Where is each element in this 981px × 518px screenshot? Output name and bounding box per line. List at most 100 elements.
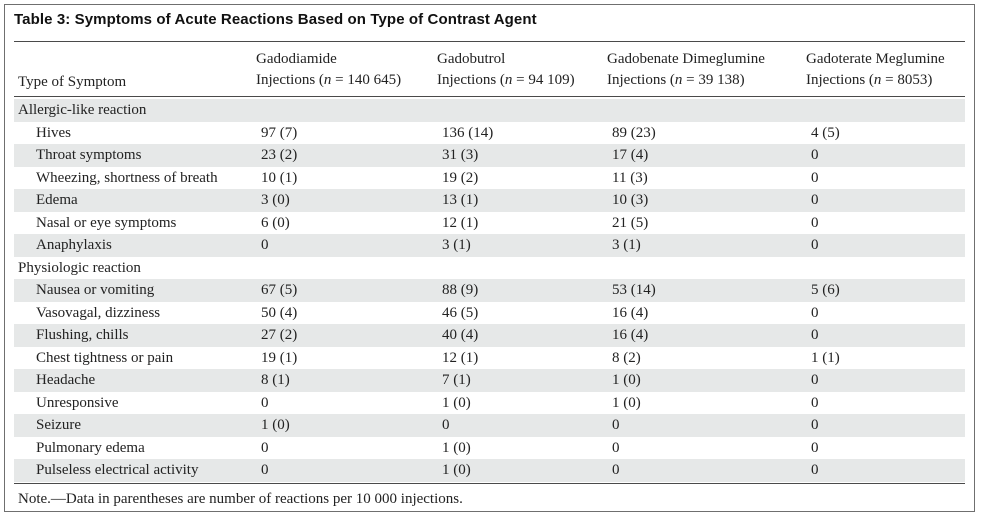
column-header-count: Injections (n = 8053)	[806, 72, 933, 88]
value-cell: 1 (0)	[442, 394, 471, 411]
table-row: Wheezing, shortness of breath 10 (1) 19 (2…	[14, 167, 965, 190]
symptom-label: Hives	[36, 124, 71, 141]
value-cell: 19 (1)	[261, 349, 298, 366]
column-header-gadodiamide: Gadodiamide Injections (n = 140 645)	[256, 49, 401, 91]
value-cell: 7 (1)	[442, 372, 471, 388]
value-cell: 136 (14)	[442, 124, 494, 141]
table-frame: Table 3: Symptoms of Acute Reactions Bas…	[4, 4, 975, 512]
table-row: Nasal or eye symptoms 6 (0) 12 (1) 21 (5) 0	[14, 212, 965, 235]
value-cell: 3 (1)	[442, 237, 471, 253]
value-cell: 0	[811, 214, 819, 231]
table-row: Anaphylaxis 0 3 (1) 3 (1) 0	[14, 234, 965, 257]
section-row: Physiologic reaction	[14, 257, 965, 280]
column-header-gadobenate: Gadobenate Dimeglumine Injections (n = 3…	[607, 49, 765, 91]
value-cell: 3 (1)	[612, 237, 641, 253]
symptom-label: Flushing, chills	[36, 327, 129, 343]
table-row: Pulseless electrical activity 0 1 (0) 0 0	[14, 459, 965, 482]
value-cell: 21 (5)	[612, 214, 649, 231]
symptom-label: Unresponsive	[36, 394, 119, 411]
column-header-name: Gadodiamide	[256, 51, 337, 67]
table-body: Allergic-like reaction Hives 97 (7) 136 (14…	[14, 99, 965, 482]
symptom-label: Edema	[36, 192, 78, 208]
value-cell: 0	[612, 462, 620, 478]
value-cell: 3 (0)	[261, 192, 290, 208]
column-header-gadoterate: Gadoterate Meglumine Injections (n = 805…	[806, 49, 945, 91]
table-row: Throat symptoms 23 (2) 31 (3) 17 (4) 0	[14, 144, 965, 167]
symptom-label: Nausea or vomiting	[36, 282, 155, 298]
table-note: Note.—Data in parentheses are number of …	[18, 491, 463, 507]
column-header-gadobutrol: Gadobutrol Injections (n = 94 109)	[437, 49, 575, 91]
value-cell: 4 (5)	[811, 124, 840, 141]
value-cell: 6 (0)	[261, 214, 290, 231]
value-cell: 5 (6)	[811, 282, 840, 298]
value-cell: 1 (0)	[612, 372, 641, 388]
symptom-label: Vasovagal, dizziness	[36, 304, 161, 321]
column-header-name: Gadoterate Meglumine	[806, 51, 945, 67]
section-label: Allergic-like reaction	[18, 102, 147, 118]
bottom-rule	[14, 483, 965, 484]
section-label: Physiologic reaction	[18, 259, 141, 276]
value-cell: 0	[261, 462, 269, 478]
value-cell: 19 (2)	[442, 169, 479, 186]
value-cell: 27 (2)	[261, 327, 298, 343]
symptom-label: Pulmonary edema	[36, 439, 145, 456]
value-cell: 67 (5)	[261, 282, 298, 298]
symptom-label: Anaphylaxis	[36, 237, 112, 253]
value-cell: 0	[612, 417, 620, 433]
column-header-count: Injections (n = 140 645)	[256, 72, 402, 88]
value-cell: 0	[442, 417, 450, 433]
type-of-symptom-header: Type of Symptom	[18, 74, 127, 90]
value-cell: 0	[811, 372, 819, 388]
symptom-label: Pulseless electrical activity	[36, 462, 199, 478]
value-cell: 89 (23)	[612, 124, 656, 141]
value-cell: 31 (3)	[442, 147, 479, 163]
column-header-count: Injections (n = 94 109)	[437, 72, 575, 88]
value-cell: 17 (4)	[612, 147, 649, 163]
value-cell: 0	[811, 417, 819, 433]
value-cell: 40 (4)	[442, 327, 479, 343]
column-header-name: Gadobutrol	[437, 51, 506, 67]
section-row: Allergic-like reaction	[14, 99, 965, 122]
column-header-name: Gadobenate Dimeglumine	[607, 51, 765, 67]
table-row: Unresponsive 0 1 (0) 1 (0) 0	[14, 392, 965, 415]
table-title: Table 3: Symptoms of Acute Reactions Bas…	[14, 11, 537, 28]
value-cell: 0	[811, 237, 819, 253]
table-row: Seizure 1 (0) 0 0 0	[14, 414, 965, 437]
value-cell: 50 (4)	[261, 304, 298, 321]
value-cell: 0	[261, 237, 269, 253]
symptom-label: Headache	[36, 372, 96, 388]
value-cell: 0	[811, 147, 819, 163]
table-row: Nausea or vomiting 67 (5) 88 (9) 53 (14) 5 (…	[14, 279, 965, 302]
value-cell: 46 (5)	[442, 304, 479, 321]
value-cell: 13 (1)	[442, 192, 479, 208]
value-cell: 0	[811, 439, 819, 456]
value-cell: 16 (4)	[612, 304, 649, 321]
symptom-label: Throat symptoms	[36, 147, 142, 163]
value-cell: 12 (1)	[442, 349, 479, 366]
value-cell: 0	[811, 304, 819, 321]
table-row: Hives 97 (7) 136 (14) 89 (23) 4 (5)	[14, 122, 965, 145]
value-cell: 0	[811, 462, 819, 478]
value-cell: 88 (9)	[442, 282, 479, 298]
value-cell: 8 (2)	[612, 349, 641, 366]
symptom-label: Wheezing, shortness of breath	[36, 169, 218, 186]
column-header-count: Injections (n = 39 138)	[607, 72, 745, 88]
value-cell: 0	[811, 394, 819, 411]
value-cell: 53 (14)	[612, 282, 656, 298]
symptom-label: Nasal or eye symptoms	[36, 214, 177, 231]
value-cell: 1 (0)	[442, 439, 471, 456]
value-cell: 8 (1)	[261, 372, 290, 388]
value-cell: 1 (0)	[442, 462, 471, 478]
value-cell: 97 (7)	[261, 124, 298, 141]
value-cell: 0	[811, 192, 819, 208]
value-cell: 0	[261, 394, 269, 411]
header-rule	[14, 96, 965, 97]
title-rule	[14, 41, 965, 42]
symptom-label: Seizure	[36, 417, 81, 433]
value-cell: 0	[261, 439, 269, 456]
value-cell: 0	[612, 439, 620, 456]
table-row: Pulmonary edema 0 1 (0) 0 0	[14, 437, 965, 460]
value-cell: 10 (1)	[261, 169, 298, 186]
value-cell: 16 (4)	[612, 327, 649, 343]
value-cell: 10 (3)	[612, 192, 649, 208]
